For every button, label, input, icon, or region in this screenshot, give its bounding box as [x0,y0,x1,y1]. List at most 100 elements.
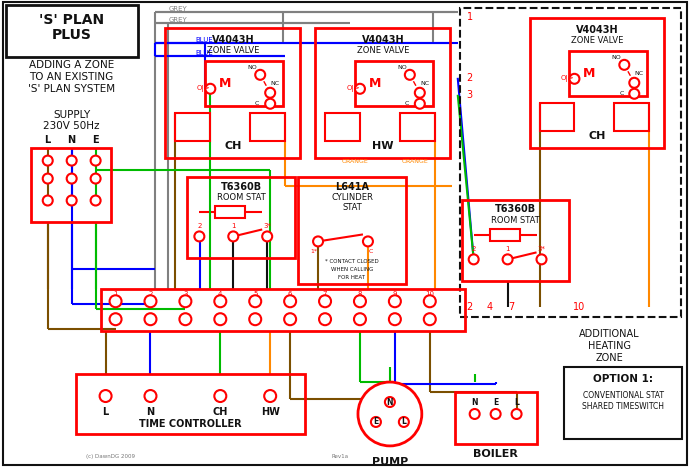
Circle shape [110,313,121,325]
Text: N: N [386,397,393,407]
Text: 1: 1 [113,291,118,297]
Bar [101,289,464,331]
Circle shape [249,295,262,307]
Bar [462,199,569,281]
Text: NO: NO [397,66,406,70]
Bar [564,367,682,439]
Circle shape [144,390,157,402]
Text: 2: 2 [466,302,473,312]
Circle shape [265,88,275,98]
Bar [540,103,575,131]
Circle shape [67,196,77,205]
Circle shape [358,382,422,446]
Circle shape [354,295,366,307]
Circle shape [90,156,101,166]
Circle shape [415,88,425,98]
Bar [569,51,647,96]
Bar [166,28,300,158]
Text: TO AN EXISTING: TO AN EXISTING [30,72,114,82]
Circle shape [354,313,366,325]
Text: C: C [368,249,373,254]
Text: O|>: O|> [197,85,210,92]
Text: (c) DawnDG 2009: (c) DawnDG 2009 [86,454,135,460]
Text: HW: HW [372,141,394,151]
Text: C: C [404,101,409,106]
Circle shape [491,409,501,419]
Circle shape [90,196,101,205]
Text: FOR HEAT: FOR HEAT [339,275,366,280]
Circle shape [228,232,238,241]
Text: NC: NC [635,71,644,76]
Circle shape [43,196,52,205]
Circle shape [424,313,436,325]
Bar [400,113,435,141]
Text: V4043H: V4043H [212,35,255,45]
Text: L: L [102,407,109,417]
Circle shape [179,313,191,325]
Text: ZONE VALVE: ZONE VALVE [207,46,259,55]
Circle shape [399,417,409,427]
Text: PUMP: PUMP [372,457,408,467]
Text: WHEN CALLING: WHEN CALLING [331,267,373,272]
Text: CONVENTIONAL STAT: CONVENTIONAL STAT [583,390,664,400]
Circle shape [620,60,629,70]
Text: ZONE VALVE: ZONE VALVE [357,46,409,55]
Circle shape [215,390,226,402]
Text: SHARED TIMESWITCH: SHARED TIMESWITCH [582,402,664,411]
Text: 1: 1 [466,12,473,22]
Circle shape [629,78,639,88]
Text: ORANGE: ORANGE [402,159,428,164]
Text: HEATING: HEATING [588,341,631,351]
Text: N: N [146,407,155,417]
Bar [215,206,245,219]
Text: M: M [219,77,231,90]
Bar [455,392,537,444]
Circle shape [264,390,276,402]
Bar [529,18,664,147]
Text: GREY: GREY [168,6,187,12]
Text: SUPPLY: SUPPLY [53,110,90,120]
Text: L: L [402,417,406,426]
Text: 1: 1 [505,246,510,252]
Circle shape [469,255,479,264]
Text: NO: NO [611,55,621,60]
Bar [6,5,137,57]
Circle shape [144,313,157,325]
Text: ZONE VALVE: ZONE VALVE [571,37,624,45]
Text: 3: 3 [466,90,473,100]
Text: E: E [92,135,99,145]
Text: 10: 10 [425,291,434,297]
Circle shape [319,295,331,307]
Text: N: N [471,397,478,407]
Text: 230V 50Hz: 230V 50Hz [43,121,100,131]
Circle shape [67,174,77,183]
Circle shape [215,313,226,325]
Text: C: C [619,91,624,96]
Text: E: E [373,417,379,426]
Circle shape [215,295,226,307]
Text: Rev1a: Rev1a [331,454,348,460]
Text: HW: HW [261,407,279,417]
Text: 7: 7 [509,302,515,312]
Text: 10: 10 [573,302,586,312]
Text: 2: 2 [471,246,476,252]
Text: ADDING A ZONE: ADDING A ZONE [29,60,115,70]
Text: BOILER: BOILER [473,449,518,459]
Circle shape [110,295,121,307]
Text: V4043H: V4043H [576,25,619,35]
Text: 7: 7 [323,291,327,297]
Text: STAT: STAT [342,203,362,212]
Text: C: C [255,101,259,106]
Text: ROOM STAT: ROOM STAT [217,193,266,202]
Bar [175,113,210,141]
Text: ZONE: ZONE [595,353,623,363]
Circle shape [43,156,52,166]
Text: L: L [514,397,519,407]
Bar [206,61,283,106]
Circle shape [629,89,639,99]
Text: 3: 3 [183,291,188,297]
Circle shape [537,255,546,264]
Bar [614,103,649,131]
Circle shape [179,295,191,307]
Text: CH: CH [213,407,228,417]
